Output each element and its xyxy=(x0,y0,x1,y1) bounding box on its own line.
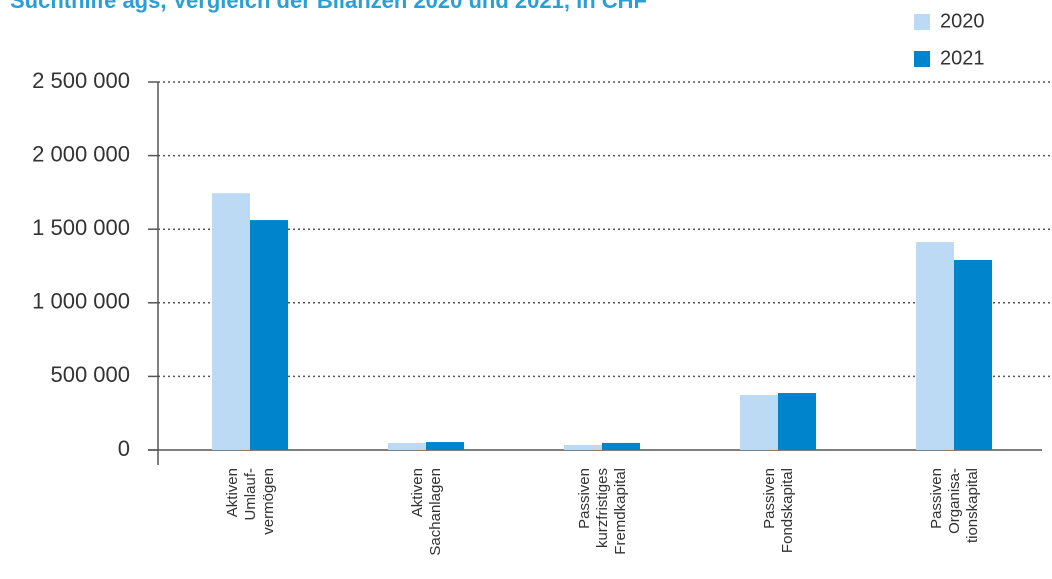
bar xyxy=(954,259,992,450)
bar xyxy=(564,444,602,450)
x-tick-label: Aktiven xyxy=(409,468,426,517)
x-tick-label: Passiven xyxy=(928,468,945,529)
y-tick-label: 1 500 000 xyxy=(32,215,130,240)
bar xyxy=(778,393,816,450)
x-tick-label: vermögen xyxy=(260,468,277,535)
x-tick-label: Passiven xyxy=(576,468,593,529)
x-tick-label: tionskapital xyxy=(964,468,981,543)
bar xyxy=(916,242,954,450)
x-tick-label: Aktiven xyxy=(224,468,241,517)
x-tick-label: Fremdkapital xyxy=(612,468,629,555)
bar xyxy=(426,442,464,450)
y-tick-label: 0 xyxy=(118,436,130,461)
y-tick-label: 2 500 000 xyxy=(32,68,130,93)
legend-label: 2021 xyxy=(940,47,985,69)
chart-title: Suchthilfe ags, Vergleich der Bilanzen 2… xyxy=(10,0,647,13)
x-tick-label: Organisa- xyxy=(946,468,963,534)
x-tick-label: Sachanlagen xyxy=(427,468,444,556)
bar xyxy=(602,442,640,450)
legend-swatch xyxy=(914,14,930,30)
y-tick-label: 1 000 000 xyxy=(32,289,130,314)
bar xyxy=(212,193,250,451)
bar xyxy=(740,394,778,450)
y-tick-label: 500 000 xyxy=(50,362,130,387)
legend-label: 2020 xyxy=(940,10,985,32)
x-tick-label: Passiven xyxy=(761,468,778,529)
x-tick-label: Umlauf- xyxy=(242,468,259,521)
legend-swatch xyxy=(914,51,930,67)
y-tick-label: 2 000 000 xyxy=(32,141,130,166)
x-tick-label: kurzfristiges xyxy=(594,468,611,548)
bar xyxy=(388,442,426,450)
bar xyxy=(250,220,288,450)
x-tick-label: Fondskapital xyxy=(779,468,796,553)
